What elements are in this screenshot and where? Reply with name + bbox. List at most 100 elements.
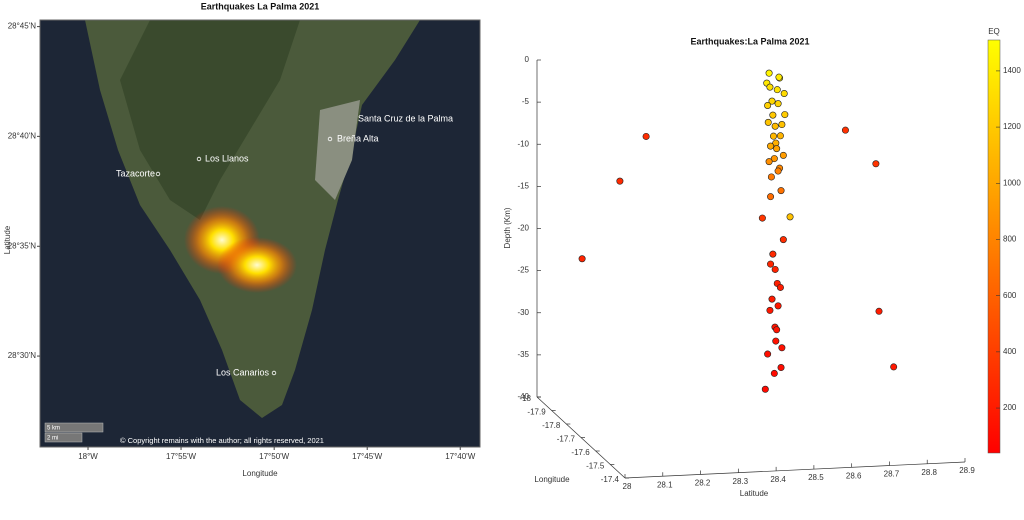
y-tick-label: 28.5	[808, 473, 824, 482]
x-tick-label: -17.9	[527, 408, 546, 417]
place-label: Los Llanos	[205, 153, 249, 163]
quake-point	[777, 364, 785, 372]
quake-point	[771, 122, 779, 130]
map-frame	[39, 19, 481, 448]
colorbar	[987, 39, 1001, 454]
x-tick-label: 17°45'W	[352, 452, 383, 461]
quake-point	[773, 145, 781, 153]
z-tick-label: -10	[517, 139, 529, 148]
quake-point	[769, 132, 777, 140]
y-axis-label: Latitude	[740, 489, 769, 498]
z-tick-label: -20	[517, 224, 529, 233]
quake-point	[778, 121, 786, 129]
y-tick-label: 28°35'N	[8, 241, 37, 250]
z-axis-label: Depth (Km)	[503, 207, 512, 248]
y-tick-label: 28.7	[884, 470, 900, 479]
colorbar-tick-label: 1400	[1003, 66, 1021, 75]
y-tick-label: 28.6	[846, 471, 862, 480]
z-tick-label: -40	[517, 392, 529, 401]
y-tick-label: 28°30'N	[8, 351, 37, 360]
y-tick-label: 28.9	[959, 466, 975, 475]
place-marker	[271, 370, 277, 376]
y-tick-label: 28.2	[695, 479, 711, 488]
x-tick-label: -17.6	[571, 448, 590, 457]
colorbar-tick-label: 200	[1003, 403, 1017, 412]
quake-point	[776, 132, 784, 140]
town-area	[315, 100, 360, 200]
scale-bar	[44, 432, 83, 443]
quake-point	[779, 151, 787, 159]
heat-spot	[217, 237, 297, 293]
y-axis-label: Latitude	[3, 225, 12, 254]
colorbar-tick-label: 1000	[1003, 178, 1021, 187]
x-tick-label: -18	[519, 394, 531, 403]
place-label: Tazacorte	[116, 168, 155, 178]
quake-point	[761, 385, 769, 393]
place-label: Breña Alta	[337, 133, 379, 143]
x-tick-label: -17.5	[586, 462, 605, 471]
quake-point	[642, 132, 650, 140]
x-tick-label: 18°W	[78, 452, 98, 461]
quake-point	[890, 363, 898, 371]
scale-label: 2 mi	[47, 436, 58, 442]
copyright: © Copyright remains with the author; all…	[120, 436, 324, 445]
quake-point	[769, 111, 777, 119]
quake-point	[778, 344, 786, 352]
quake-point	[771, 265, 779, 273]
y-tick-label: 28.4	[770, 475, 786, 484]
quake-point	[766, 83, 774, 91]
quake-point	[578, 255, 586, 263]
quake-point	[768, 97, 776, 105]
x-tick-label: 17°50'W	[259, 452, 290, 461]
quake-point	[764, 118, 772, 126]
chart-title: Earthquakes La Palma 2021	[201, 1, 320, 11]
z-tick-label: -5	[522, 97, 530, 106]
quake-point	[765, 69, 773, 77]
x-tick-label: 17°55'W	[166, 452, 197, 461]
y-tick-label: 28.8	[921, 468, 937, 477]
quake-point	[764, 102, 772, 110]
quake-point	[767, 260, 775, 268]
z-tick-label: 0	[525, 55, 530, 64]
y-tick-label: 28.3	[733, 477, 749, 486]
quake-point	[786, 213, 794, 221]
colorbar-tick-label: 600	[1003, 291, 1017, 300]
y-tick-label: 28°45'N	[8, 22, 37, 31]
quake-point	[764, 350, 772, 358]
quake-point	[773, 326, 781, 334]
quake-point	[770, 369, 778, 377]
quake-point	[767, 142, 775, 150]
colorbar-tick-label: 800	[1003, 235, 1017, 244]
quake-point	[767, 173, 775, 181]
place-label: Los Canarios	[216, 367, 270, 377]
quake-point	[770, 155, 778, 163]
y-tick-label: 28.1	[657, 480, 673, 489]
x-tick-label: 17°40'W	[445, 452, 476, 461]
quake-point	[872, 160, 880, 168]
x-tick-label: -17.7	[557, 435, 576, 444]
quake-point	[775, 73, 783, 81]
quake-point	[616, 177, 624, 185]
quake-point	[766, 306, 774, 314]
quake-point	[875, 307, 883, 315]
y-tick-label: 28°40'N	[8, 131, 37, 140]
quake-point	[768, 295, 776, 303]
y-tick-label: 28	[623, 482, 632, 491]
colorbar-tick-label: 1200	[1003, 122, 1021, 131]
quake-point	[769, 250, 777, 258]
z-tick-label: -15	[517, 181, 529, 190]
z-tick-label: -35	[517, 350, 529, 359]
quake-point	[765, 158, 773, 166]
chart-title: Earthquakes:La Palma 2021	[690, 36, 809, 46]
scale-label: 5 km	[47, 426, 60, 432]
z-tick-label: -25	[517, 266, 529, 275]
place-marker	[327, 136, 333, 142]
quake-point	[774, 100, 782, 108]
x-tick-label: -17.8	[542, 421, 561, 430]
place-marker	[155, 171, 161, 177]
place-label: Santa Cruz de la Palma	[358, 113, 453, 123]
quake-point	[774, 167, 782, 175]
place-marker	[196, 156, 202, 162]
island-relief	[120, 20, 300, 220]
